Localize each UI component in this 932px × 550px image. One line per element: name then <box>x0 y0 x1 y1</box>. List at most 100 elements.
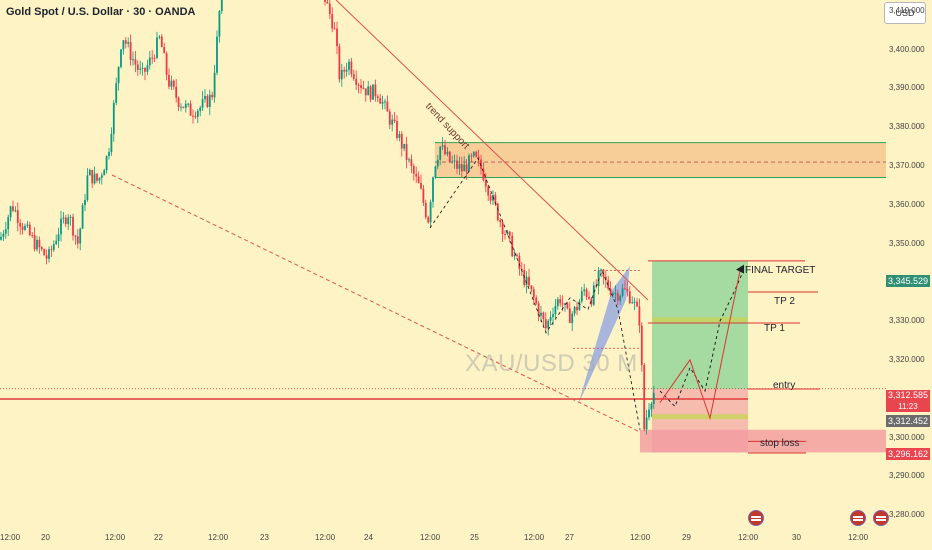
bearish-candle <box>415 173 418 177</box>
price-tick-label: 3,390.000 <box>889 83 925 93</box>
bullish-candle <box>122 40 125 50</box>
bearish-candle <box>189 103 192 116</box>
bearish-candle <box>50 249 53 251</box>
bullish-candle <box>4 229 7 234</box>
price-tick-label: 3,360.000 <box>889 199 925 209</box>
bearish-candle <box>542 312 545 320</box>
bearish-candle <box>489 195 492 201</box>
bullish-candle <box>650 403 653 410</box>
final-target-label: FINAL TARGET <box>745 265 816 276</box>
bullish-candle <box>652 392 655 404</box>
bullish-candle <box>7 217 10 230</box>
bearish-candle <box>336 28 338 47</box>
bearish-candle <box>362 88 365 90</box>
time-tick-label: 30 <box>792 533 801 542</box>
bullish-candle <box>67 217 70 225</box>
bullish-candle <box>110 133 113 153</box>
tp1-label: TP 1 <box>764 323 785 334</box>
us-flag-event-icon[interactable] <box>873 510 889 526</box>
bullish-candle <box>81 205 84 229</box>
bullish-candle <box>573 306 576 314</box>
bearish-candle <box>640 325 643 365</box>
bearish-candle <box>400 133 403 149</box>
bearish-candle <box>484 180 487 187</box>
bullish-candle <box>648 409 650 418</box>
bearish-candle <box>566 303 569 309</box>
bearish-candle <box>518 255 521 269</box>
price-tick-label: 3,380.000 <box>889 122 925 132</box>
bearish-candle <box>360 85 362 89</box>
currency-selector[interactable]: USD <box>884 2 926 24</box>
bullish-candle <box>170 80 173 87</box>
bearish-candle <box>40 247 43 250</box>
bearish-candle <box>530 285 533 290</box>
projected-path <box>659 266 746 408</box>
bearish-candle <box>448 151 451 162</box>
bullish-candle <box>631 302 634 304</box>
bullish-candle <box>345 69 348 72</box>
bullish-candle <box>525 276 528 286</box>
bearish-candle <box>388 111 391 125</box>
price-tick-label: 3,370.000 <box>889 160 925 170</box>
bearish-candle <box>636 301 638 307</box>
price-tick-label: 3,300.000 <box>889 432 925 442</box>
bullish-candle <box>403 143 406 149</box>
bearish-candle <box>609 288 612 295</box>
time-tick-label: 22 <box>154 533 163 542</box>
bearish-candle <box>585 289 588 297</box>
bearish-candle <box>206 95 209 107</box>
bearish-candle <box>616 293 619 301</box>
bullish-candle <box>55 240 58 245</box>
bullish-candle <box>645 417 648 430</box>
bearish-candle <box>357 84 360 86</box>
us-flag-event-icon[interactable] <box>850 510 866 526</box>
bullish-candle <box>506 231 509 235</box>
bearish-candle <box>643 364 646 430</box>
bearish-candle <box>405 143 408 160</box>
bullish-candle <box>2 233 5 237</box>
trend-support-line <box>335 0 649 301</box>
bearish-candle <box>427 217 430 223</box>
bearish-candle <box>343 69 346 72</box>
bearish-candle <box>638 306 641 326</box>
time-tick-label: 25 <box>470 533 479 542</box>
time-tick-label: 12:00 <box>848 533 869 542</box>
bearish-candle <box>456 160 458 169</box>
bearish-candle <box>417 176 420 184</box>
us-flag-event-icon[interactable] <box>748 510 764 526</box>
arrow-head-icon <box>736 264 744 274</box>
bearish-candle <box>144 67 146 72</box>
bearish-candle <box>576 306 578 311</box>
bullish-candle <box>564 303 566 305</box>
bullish-candle <box>434 166 437 178</box>
time-tick-label: 12:00 <box>630 533 651 542</box>
bullish-candle <box>436 159 439 167</box>
stop-loss-label: stop loss <box>760 438 800 449</box>
bullish-candle <box>213 72 216 98</box>
bullish-candle <box>458 164 461 169</box>
bullish-candle <box>597 271 600 286</box>
bullish-candle <box>103 170 106 176</box>
bullish-candle <box>348 61 350 70</box>
bullish-candle <box>408 159 410 161</box>
bullish-candle <box>184 103 187 108</box>
current-price-tag: 3,312.585 11:23 <box>886 390 930 412</box>
bearish-candle <box>38 239 41 248</box>
bullish-candle <box>148 57 151 66</box>
bearish-candle <box>470 155 473 157</box>
bullish-candle <box>69 216 72 218</box>
bearish-candle <box>194 116 197 118</box>
bearish-candle <box>28 224 31 236</box>
bullish-candle <box>391 119 394 125</box>
bullish-candle <box>52 244 55 250</box>
price-tick-label: 3,290.000 <box>889 471 925 481</box>
bearish-candle <box>494 194 497 204</box>
bearish-candle <box>393 119 396 121</box>
bearish-candle <box>559 299 562 304</box>
bearish-candle <box>379 98 382 104</box>
bearish-candle <box>590 298 593 305</box>
bullish-candle <box>141 67 144 69</box>
bearish-candle <box>33 235 36 250</box>
